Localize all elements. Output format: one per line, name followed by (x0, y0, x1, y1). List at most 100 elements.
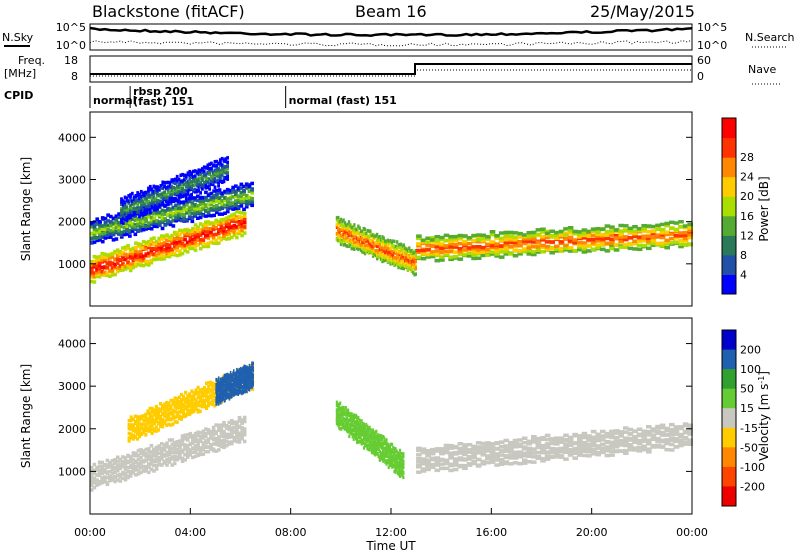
power-echo-cell (369, 238, 372, 243)
velocity-echo-cell (227, 420, 231, 425)
power-echo-cell (168, 193, 172, 197)
velocity-echo-cell (219, 401, 222, 405)
power-echo-cell (108, 260, 112, 265)
power-echo-cell (410, 249, 413, 253)
velocity-echo-cell (139, 461, 143, 466)
velocity-echo-cell (214, 423, 218, 427)
velocity-echo-cell (207, 388, 211, 392)
power-echo-cell (204, 186, 208, 190)
velocity-echo-cell (192, 391, 196, 395)
power-echo-cell (242, 220, 247, 225)
power-echo-cell (224, 237, 229, 241)
velocity-echo-cell (90, 479, 94, 483)
power-echo-cell (384, 256, 387, 260)
velocity-echo-cell (152, 418, 156, 423)
velocity-echo-cell (246, 365, 248, 369)
power-echo-cell (131, 262, 136, 266)
velocity-echo-cell (165, 444, 169, 448)
power-echo-cell (175, 231, 180, 235)
velocity-echo-cell (209, 393, 213, 398)
power-echo-cell (369, 232, 372, 237)
velocity-echo-cell (154, 429, 158, 433)
power-echo-cell (193, 206, 197, 211)
power-echo-cell (439, 258, 445, 262)
velocity-echo-cell (204, 445, 208, 449)
power-echo-cell (590, 241, 597, 245)
power-echo-cell (127, 194, 131, 198)
power-echo-cell (239, 204, 244, 208)
power-echo-cell (206, 185, 210, 189)
velocity-echo-cell (131, 453, 136, 458)
velocity-echo-cell (352, 416, 355, 421)
power-echo-cell (193, 208, 197, 213)
power-echo-cell (166, 190, 170, 195)
velocity-echo-cell (149, 467, 154, 471)
power-echo-cell (234, 184, 238, 188)
power-echo-cell (125, 224, 129, 228)
power-echo-cell (623, 235, 629, 239)
velocity-echo-cell (194, 391, 198, 396)
power-echo-cell (236, 205, 241, 209)
power-echo-cell (202, 184, 206, 188)
power-echo-cell (185, 203, 189, 207)
velocity-echo-cell (242, 390, 244, 395)
velocity-echo-cell (190, 395, 194, 399)
velocity-echo-cell (206, 431, 211, 435)
velocity-echo-cell (420, 460, 427, 464)
power-echo-cell (123, 245, 128, 249)
power-echo-cell (512, 240, 519, 245)
power-echo-cell (367, 235, 371, 240)
power-echo-cell (351, 241, 355, 245)
velocity-echo-cell (211, 394, 215, 398)
power-echo-cell (349, 232, 352, 236)
velocity-echo-cell (383, 436, 386, 440)
power-echo-cell (131, 246, 136, 251)
velocity-echo-cell (401, 467, 404, 471)
power-echo-cell (162, 250, 167, 254)
power-echo-cell (121, 202, 125, 207)
power-echo-cell (339, 223, 343, 227)
velocity-echo-cell (382, 459, 385, 463)
power-echo-cell (346, 231, 349, 236)
velocity-echo-cell (347, 425, 350, 430)
velocity-echo-cell (243, 383, 245, 387)
power-echo-cell (141, 215, 146, 219)
power-echo-cell (113, 262, 117, 267)
velocity-echo-cell (230, 422, 234, 426)
power-echo-cell (152, 205, 156, 209)
power-echo-cell (184, 189, 188, 193)
power-echo-cell (242, 211, 247, 216)
power-echoes (90, 156, 693, 284)
power-echo-cell (156, 185, 159, 189)
power-echo-cell (609, 229, 615, 233)
power-echo-cell (170, 185, 174, 189)
power-echo-cell (609, 244, 615, 249)
velocity-echo-cell (251, 378, 254, 382)
power-echo-cell (123, 252, 128, 257)
power-echo-cell (404, 255, 407, 260)
velocity-echo-cell (196, 447, 200, 452)
power-echo-cell (475, 245, 482, 249)
velocity-echo-cell (246, 374, 249, 378)
power-echo-cell (215, 192, 219, 197)
velocity-echo-cell (100, 471, 104, 475)
power-echo-cell (165, 186, 168, 190)
power-echo-cell (247, 184, 252, 188)
power-echo-cell (103, 236, 108, 240)
velocity-echo-cell (214, 437, 218, 441)
power-echo-cell (376, 252, 379, 256)
power-echo-cell (363, 227, 367, 231)
velocity-echo-cell (391, 455, 394, 459)
velocity-echo-cell (443, 450, 450, 455)
power-echo-cell (184, 173, 188, 178)
velocity-echo-cell (240, 383, 243, 387)
velocity-echo-cell (234, 386, 237, 390)
power-echo-cell (144, 227, 148, 231)
power-echo-cell (457, 249, 464, 254)
velocity-echo-cell (217, 425, 221, 430)
velocity-echo-cell (439, 451, 445, 456)
power-echo-cell (466, 251, 473, 255)
power-echo-cell (132, 207, 136, 212)
power-echo-cell (353, 226, 356, 231)
power-echo-cell (129, 205, 132, 210)
